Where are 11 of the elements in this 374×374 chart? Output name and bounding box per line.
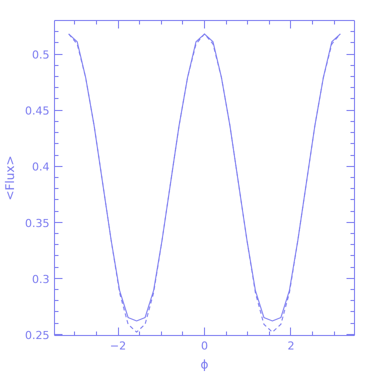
y-tick-label: 0.4 xyxy=(32,160,50,174)
y-tick-label: 0.5 xyxy=(32,48,50,62)
x-tick-label: −2 xyxy=(110,340,126,352)
y-tick-label: 0.45 xyxy=(25,104,50,118)
y-axis-title: <Flux> xyxy=(3,155,18,201)
x-axis-title: ϕ xyxy=(200,358,209,372)
y-tick-label: 0.35 xyxy=(25,216,50,230)
y-tick-label: 0.25 xyxy=(25,328,50,342)
y-tick-label: 0.3 xyxy=(32,272,50,286)
x-tick-label: 2 xyxy=(287,340,294,352)
x-tick-label: 0 xyxy=(201,340,208,352)
